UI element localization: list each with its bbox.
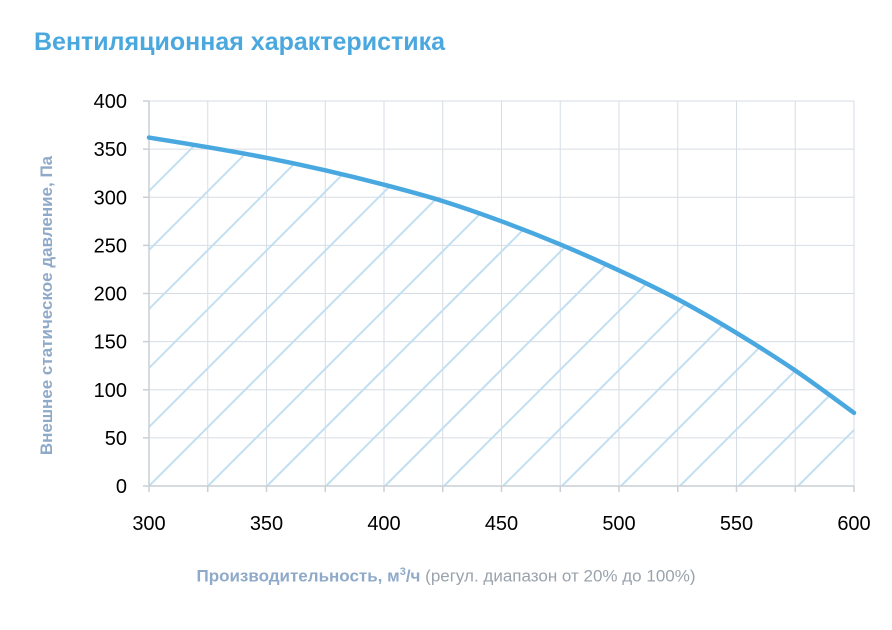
y-tick-label: 50 [105,428,127,450]
data-curve [146,135,857,416]
y-tick-label: 250 [94,235,127,257]
x-tick-label: 300 [132,513,165,535]
grid-lines [149,100,855,486]
y-tick-label: 400 [94,91,127,113]
x-axis-label-sup: 3 [399,566,406,578]
x-axis-label: Производительность, м3/ч (регул. диапазо… [0,566,892,587]
tick-labels: 300 350 400 450 500 550 600 0 50 100 150 200 250 300 3… [94,91,871,535]
axes [143,100,855,492]
hatch-line [857,101,892,486]
hatch-line [738,137,854,486]
y-tick-label: 150 [94,332,127,354]
x-tick-label: 350 [250,513,283,535]
y-tick-label: 200 [94,284,127,306]
y-tick-label: 0 [116,476,127,498]
hatch-line [149,137,240,486]
hatch-line [149,137,299,486]
x-tick-label: 500 [602,513,635,535]
x-tick-label: 400 [367,513,400,535]
x-axis-label-unit: /ч [405,566,421,586]
x-axis-label-main: Производительность, м [196,566,400,586]
series-line [146,135,857,416]
y-tick-label: 350 [94,139,127,161]
y-axis-label: Внешнее статическое давление, Па [37,155,56,455]
y-tick-label: 100 [94,380,127,402]
y-tick-label: 300 [94,187,127,209]
chart-title: Вентиляционная характеристика [34,28,445,56]
x-axis-label-note: (регул. диапазон от 20% до 100%) [425,566,696,586]
x-tick-label: 550 [720,513,753,535]
x-tick-label: 450 [485,513,518,535]
x-tick-label: 600 [837,513,870,535]
hatch-line [679,137,854,486]
